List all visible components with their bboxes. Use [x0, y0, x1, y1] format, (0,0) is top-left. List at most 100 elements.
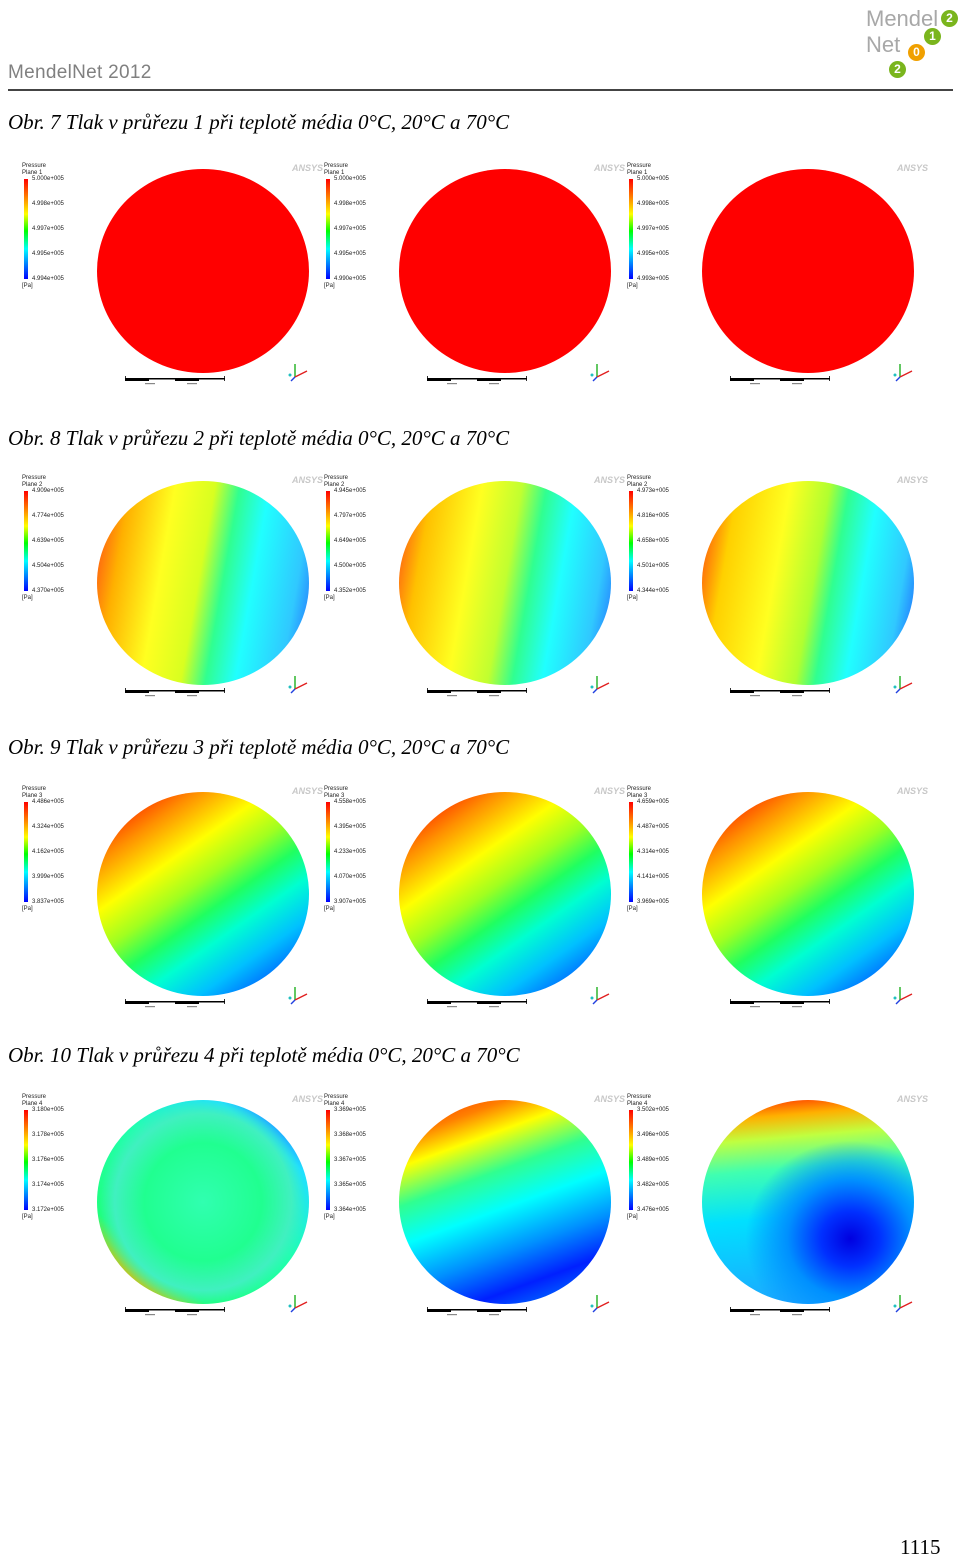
pressure-contour-disc: [97, 481, 309, 685]
pressure-contour-disc: [399, 481, 611, 685]
legend-value: 4.995e+005: [637, 251, 669, 257]
conference-logo: Mendel Net 2 0 1 2: [862, 4, 960, 84]
coordinate-axes-icon: [893, 364, 913, 382]
pressure-contour-disc: [399, 169, 611, 373]
legend-title: Pressure Plane 1: [324, 163, 349, 176]
legend-value: 4.314e+005: [637, 849, 669, 855]
pressure-contour-panel: Pressure Plane 4 3.502e+005 3.496e+005 3.489…: [627, 1094, 928, 1319]
coordinate-axes-icon: [590, 364, 610, 382]
page-number: 1115: [900, 1535, 941, 1559]
pressure-contour-disc: [97, 792, 309, 996]
legend-value: 4.990e+005: [334, 276, 366, 282]
pressure-contour-disc: [702, 792, 914, 996]
ansys-logo: ANSYS: [594, 475, 626, 485]
scale-bar: [427, 376, 527, 385]
legend-value: 3.180e+005: [32, 1107, 64, 1113]
figure-caption-9: Obr. 9 Tlak v průřezu 3 při teplotě médi…: [8, 735, 510, 759]
legend-value: 3.178e+005: [32, 1132, 64, 1138]
legend-value: 4.344e+005: [637, 588, 669, 594]
figure-caption-8: Obr. 8 Tlak v průřezu 2 při teplotě médi…: [8, 426, 510, 450]
coordinate-axes-icon: [288, 676, 308, 694]
legend-value: 3.837e+005: [32, 899, 64, 905]
pressure-contour-panel: Pressure Plane 1 5.000e+005 4.998e+005 4.997…: [22, 163, 323, 388]
legend-color-bar: [24, 802, 28, 902]
legend-value: 4.324e+005: [32, 824, 64, 830]
legend-value: 3.174e+005: [32, 1182, 64, 1188]
legend-title: Pressure Plane 4: [324, 1094, 349, 1107]
legend-color-bar: [326, 179, 330, 279]
legend-value: 3.502e+005: [637, 1107, 669, 1113]
legend-color-bar: [629, 802, 633, 902]
header-rule: [8, 89, 953, 91]
legend-color-bar: [24, 179, 28, 279]
legend-title: Pressure Plane 4: [627, 1094, 652, 1107]
legend-title: Pressure Plane 3: [22, 786, 47, 799]
figure-caption-7: Obr. 7 Tlak v průřezu 1 při teplotě médi…: [8, 110, 510, 134]
legend-title: Pressure Plane 2: [22, 475, 47, 488]
pressure-contour-panel: Pressure Plane 4 3.369e+005 3.368e+005 3.367…: [324, 1094, 625, 1319]
legend-title: Pressure Plane 1: [627, 163, 652, 176]
legend-value: 4.973e+005: [637, 488, 669, 494]
legend-color-bar: [326, 802, 330, 902]
legend-value: 4.395e+005: [334, 824, 366, 830]
coordinate-axes-icon: [288, 1295, 308, 1313]
coordinate-axes-icon: [590, 987, 610, 1005]
legend-value: 4.639e+005: [32, 538, 64, 544]
legend-unit: [Pa]: [324, 906, 335, 912]
legend-value: 4.233e+005: [334, 849, 366, 855]
legend-value: 5.000e+005: [32, 176, 64, 182]
pressure-contour-panel: Pressure Plane 3 4.558e+005 4.395e+005 4.233…: [324, 786, 625, 1011]
legend-color-bar: [629, 179, 633, 279]
legend-value: 3.367e+005: [334, 1157, 366, 1163]
coordinate-axes-icon: [893, 987, 913, 1005]
legend-value: 4.486e+005: [32, 799, 64, 805]
legend-value: 4.500e+005: [334, 563, 366, 569]
scale-bar: [125, 999, 225, 1008]
legend-unit: [Pa]: [627, 906, 638, 912]
legend-color-bar: [326, 491, 330, 591]
legend-unit: [Pa]: [627, 595, 638, 601]
legend-unit: [Pa]: [22, 595, 33, 601]
legend-value: 3.907e+005: [334, 899, 366, 905]
scale-bar: [427, 999, 527, 1008]
ansys-logo: ANSYS: [897, 475, 929, 485]
ansys-logo: ANSYS: [897, 786, 929, 796]
legend-value: 3.482e+005: [637, 1182, 669, 1188]
scale-bar: [427, 688, 527, 697]
scale-bar: [730, 376, 830, 385]
legend-value: 4.998e+005: [637, 201, 669, 207]
scale-bar: [125, 376, 225, 385]
figure-caption-10: Obr. 10 Tlak v průřezu 4 při teplotě méd…: [8, 1043, 520, 1067]
legend-value: 3.999e+005: [32, 874, 64, 880]
scale-bar: [730, 1307, 830, 1316]
legend-color-bar: [326, 1110, 330, 1210]
legend-value: 4.774e+005: [32, 513, 64, 519]
pressure-contour-disc: [702, 1100, 914, 1304]
legend-title: Pressure Plane 4: [22, 1094, 47, 1107]
ansys-logo: ANSYS: [292, 475, 324, 485]
ansys-logo: ANSYS: [594, 786, 626, 796]
legend-value: 4.998e+005: [334, 201, 366, 207]
legend-value: 4.501e+005: [637, 563, 669, 569]
legend-value: 4.649e+005: [334, 538, 366, 544]
legend-value: 3.969e+005: [637, 899, 669, 905]
legend-value: 3.496e+005: [637, 1132, 669, 1138]
ansys-logo: ANSYS: [594, 163, 626, 173]
legend-value: 4.994e+005: [32, 276, 64, 282]
legend-value: 4.352e+005: [334, 588, 366, 594]
scale-bar: [427, 1307, 527, 1316]
legend-value: 4.993e+005: [637, 276, 669, 282]
pressure-contour-panel: Pressure Plane 2 4.909e+005 4.774e+005 4.639…: [22, 475, 323, 700]
legend-value: 4.816e+005: [637, 513, 669, 519]
legend-title: Pressure Plane 2: [627, 475, 652, 488]
ansys-logo: ANSYS: [594, 1094, 626, 1104]
legend-unit: [Pa]: [324, 1214, 335, 1220]
legend-title: Pressure Plane 1: [22, 163, 47, 176]
legend-value: 4.659e+005: [637, 799, 669, 805]
legend-value: 4.162e+005: [32, 849, 64, 855]
legend-value: 3.365e+005: [334, 1182, 366, 1188]
legend-title: Pressure Plane 3: [324, 786, 349, 799]
coordinate-axes-icon: [288, 364, 308, 382]
legend-value: 4.995e+005: [334, 251, 366, 257]
legend-value: 3.476e+005: [637, 1207, 669, 1213]
